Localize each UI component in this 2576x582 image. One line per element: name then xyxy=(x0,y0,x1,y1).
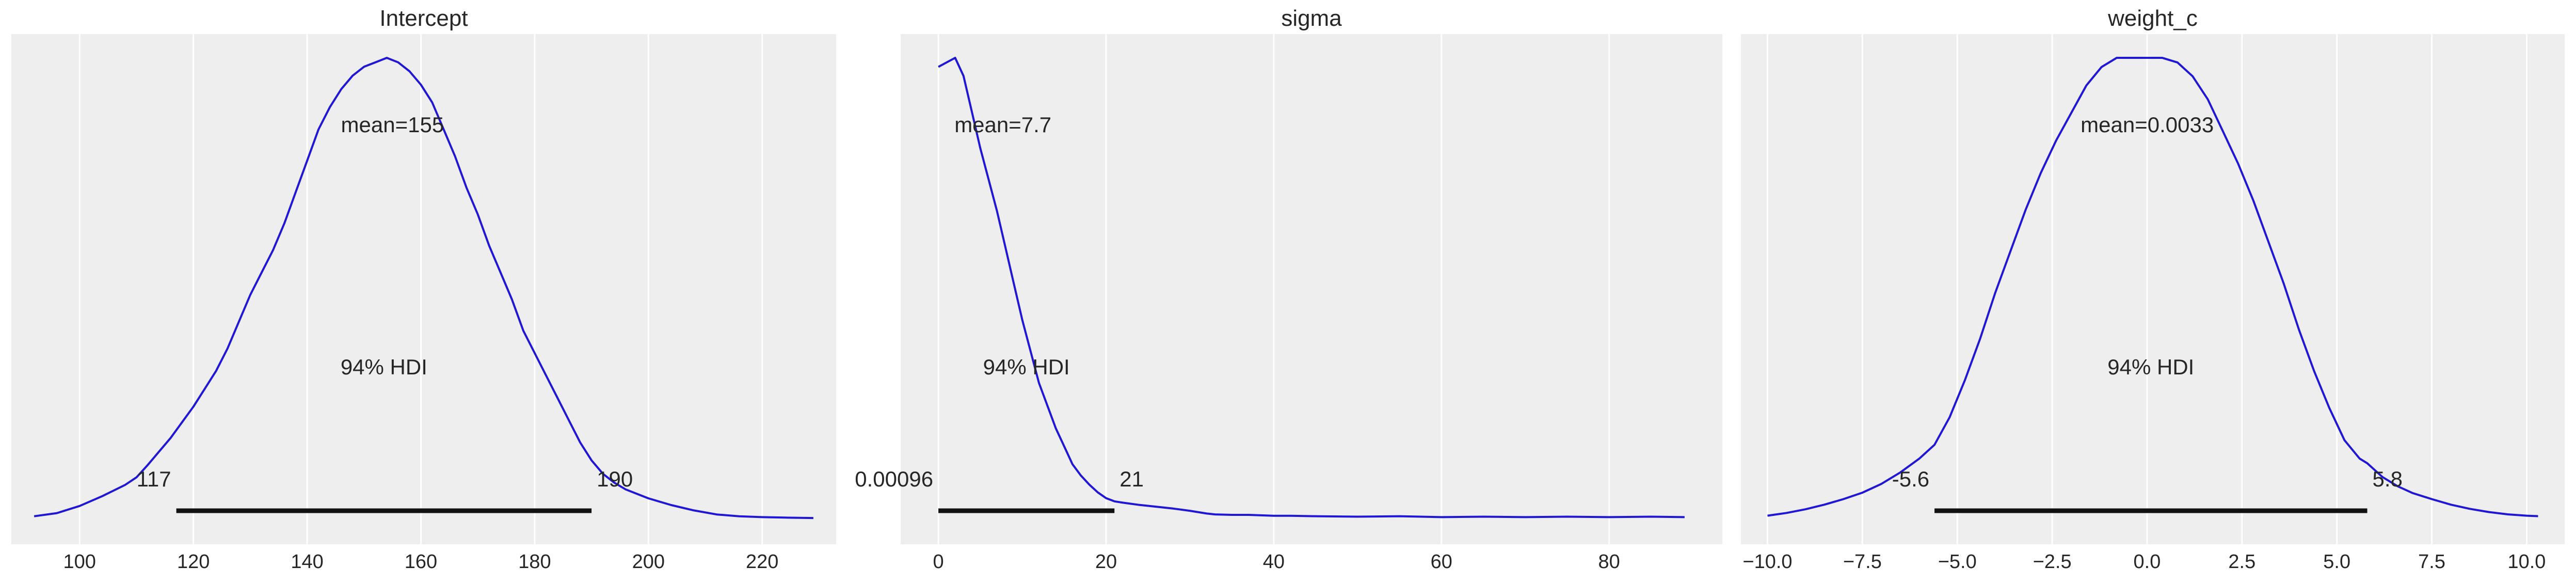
panel-sigma: 0 20 40 60 80 sigma 0.00096 21 94% HDI mean=7.7 xyxy=(855,6,1722,573)
plot-area xyxy=(11,34,836,544)
mean-label: mean=155 xyxy=(341,113,444,137)
density-curve xyxy=(1767,57,2538,517)
hdi-lower-label: 117 xyxy=(137,467,171,491)
panel-weight_c: −10.0 −7.5 −5.0 −2.5 0.0 2.5 5.0 7.5 10.0 weight_… xyxy=(1741,6,2565,573)
hdi-upper-label: 190 xyxy=(597,467,633,491)
x-tick-label: 80 xyxy=(1598,551,1620,573)
hdi-label: 94% HDI xyxy=(2107,355,2194,379)
panel-Intercept: 100 120 140 160 180 200 220 Intercept 117 190 94% … xyxy=(11,6,836,573)
hdi-label: 94% HDI xyxy=(983,355,1070,379)
x-tick-label: 60 xyxy=(1431,551,1452,573)
x-tick-label: 100 xyxy=(63,551,96,573)
x-tick-label: −7.5 xyxy=(1843,551,1882,573)
hdi-upper-label: 21 xyxy=(1119,467,1144,491)
x-tick-label: 40 xyxy=(1263,551,1285,573)
x-tick-label: −10.0 xyxy=(1742,551,1792,573)
density-curve xyxy=(938,57,1685,518)
x-tick-label: −2.5 xyxy=(2033,551,2072,573)
hdi-upper-label: 5.8 xyxy=(2373,467,2403,491)
plot-area xyxy=(1741,34,2565,544)
x-tick-label: 10.0 xyxy=(2507,551,2546,573)
x-tick-label: 0.0 xyxy=(2134,551,2161,573)
x-tick-label: 7.5 xyxy=(2418,551,2445,573)
x-tick-label: 5.0 xyxy=(2323,551,2350,573)
x-tick-label: 160 xyxy=(405,551,437,573)
x-tick-label: 180 xyxy=(518,551,551,573)
x-tick-label: 200 xyxy=(632,551,665,573)
hdi-lower-label: 0.00096 xyxy=(855,467,933,491)
hdi-lower-label: -5.6 xyxy=(1892,467,1929,491)
x-tick-label: −5.0 xyxy=(1938,551,1977,573)
panel-title: Intercept xyxy=(379,6,468,31)
x-tick-label: 2.5 xyxy=(2228,551,2255,573)
panel-title: sigma xyxy=(1281,6,1342,31)
mean-label: mean=7.7 xyxy=(954,113,1051,137)
x-tick-label: 0 xyxy=(933,551,944,573)
density-curve xyxy=(34,57,813,520)
x-tick-label: 20 xyxy=(1095,551,1117,573)
x-tick-label: 220 xyxy=(746,551,778,573)
x-tick-label: 120 xyxy=(177,551,210,573)
mean-label: mean=0.0033 xyxy=(2081,113,2214,137)
x-tick-label: 140 xyxy=(291,551,323,573)
panel-title: weight_c xyxy=(2107,6,2198,31)
hdi-label: 94% HDI xyxy=(341,355,427,379)
plot-area xyxy=(901,34,1722,544)
